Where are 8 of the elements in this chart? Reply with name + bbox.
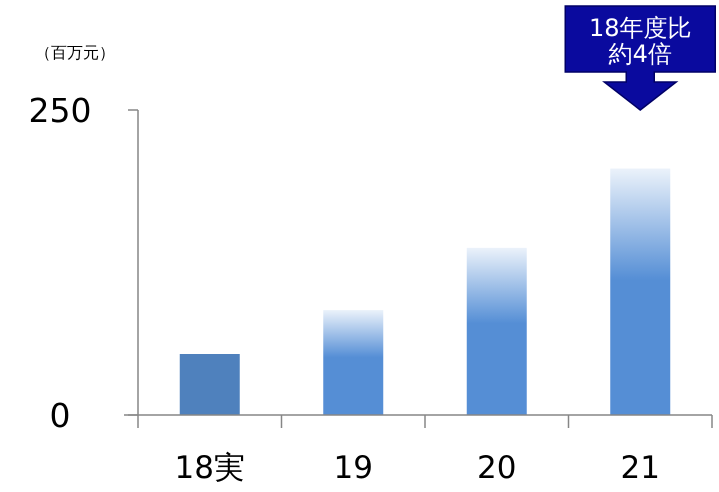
y-axis-title: （百万元） — [35, 43, 115, 62]
x-tick-label: 19 — [334, 450, 373, 486]
y-tick-label: 0 — [50, 396, 70, 435]
x-tick-label: 21 — [620, 450, 660, 486]
y-tick-label: 250 — [28, 91, 92, 130]
arrow-callout: 18年度比約4倍 — [564, 5, 716, 111]
x-tick-label: 18実 — [174, 450, 245, 486]
x-tick-label: 20 — [477, 450, 516, 486]
